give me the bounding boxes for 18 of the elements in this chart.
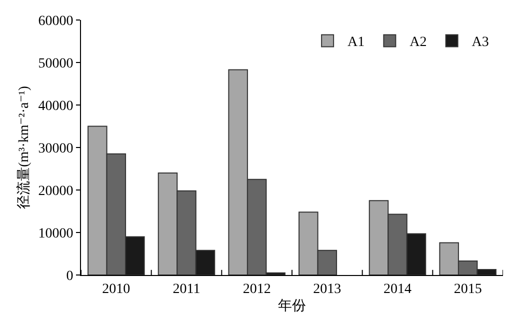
y-tick-label: 0 [66,268,74,284]
legend-label: A3 [472,35,489,50]
x-tick-label: 2014 [384,282,412,297]
y-tick-label: 60000 [38,14,74,29]
x-tick-label: 2010 [102,282,130,297]
y-tick-label: 40000 [38,98,74,114]
x-tick-label: 2012 [242,282,271,297]
y-tick-label: 20000 [38,184,74,199]
x-axis-title: 年份 [278,298,306,314]
x-tick-label: 2015 [454,282,482,297]
y-tick-label: 50000 [38,56,74,72]
legend-label: A2 [410,35,427,50]
y-axis-title: 径流量(m³·km⁻²·a⁻¹) [16,86,32,210]
y-tick-label: 10000 [38,226,74,242]
y-tick-label: 30000 [38,141,74,156]
x-tick-label: 2011 [172,282,200,297]
legend-label: A1 [348,35,365,50]
x-tick-label: 2013 [313,282,342,297]
